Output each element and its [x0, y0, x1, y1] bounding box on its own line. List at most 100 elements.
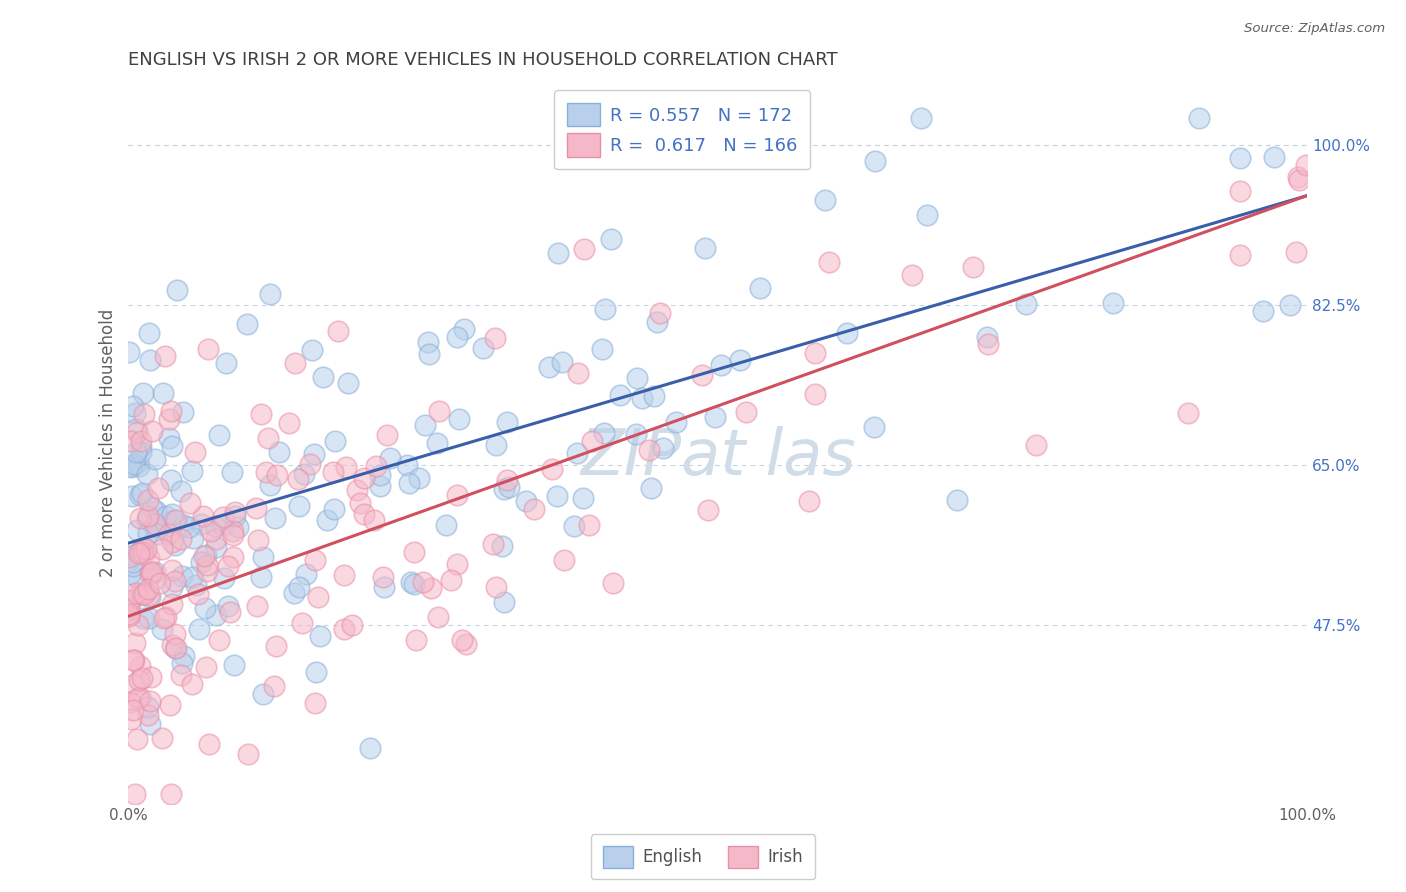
- Point: [302, 447, 325, 461]
- Point: [599, 232, 621, 246]
- Point: [197, 737, 219, 751]
- Point: [818, 255, 841, 269]
- Point: [267, 444, 290, 458]
- Point: [160, 638, 183, 652]
- Point: [179, 496, 201, 510]
- Point: [121, 399, 143, 413]
- Point: [131, 444, 153, 458]
- Legend: R = 0.557   N = 172, R =  0.617   N = 166: R = 0.557 N = 172, R = 0.617 N = 166: [554, 90, 810, 169]
- Point: [129, 544, 152, 558]
- Point: [652, 442, 675, 456]
- Point: [498, 480, 520, 494]
- Point: [370, 479, 392, 493]
- Point: [132, 546, 155, 560]
- Point: [640, 481, 662, 495]
- Point: [141, 565, 163, 579]
- Point: [181, 464, 204, 478]
- Point: [323, 501, 346, 516]
- Point: [797, 494, 820, 508]
- Point: [692, 368, 714, 383]
- Point: [1263, 149, 1285, 163]
- Text: ZIPat las: ZIPat las: [579, 425, 856, 488]
- Point: [139, 566, 162, 580]
- Point: [122, 555, 145, 569]
- Point: [915, 208, 938, 222]
- Point: [129, 434, 152, 449]
- Point: [181, 532, 204, 546]
- Point: [143, 565, 166, 579]
- Point: [150, 731, 173, 746]
- Point: [402, 577, 425, 591]
- Point: [645, 315, 668, 329]
- Point: [328, 324, 350, 338]
- Point: [496, 473, 519, 487]
- Point: [366, 458, 388, 473]
- Point: [402, 545, 425, 559]
- Point: [155, 610, 177, 624]
- Point: [160, 597, 183, 611]
- Text: ENGLISH VS IRISH 2 OR MORE VEHICLES IN HOUSEHOLD CORRELATION CHART: ENGLISH VS IRISH 2 OR MORE VEHICLES IN H…: [128, 51, 838, 69]
- Point: [120, 458, 142, 473]
- Point: [118, 567, 141, 582]
- Point: [353, 507, 375, 521]
- Point: [547, 246, 569, 260]
- Point: [138, 550, 160, 565]
- Point: [217, 558, 239, 573]
- Point: [129, 487, 152, 501]
- Point: [165, 627, 187, 641]
- Point: [132, 386, 155, 401]
- Point: [124, 406, 146, 420]
- Point: [591, 342, 613, 356]
- Point: [312, 370, 335, 384]
- Point: [141, 424, 163, 438]
- Point: [252, 687, 274, 701]
- Point: [631, 392, 654, 406]
- Point: [121, 653, 143, 667]
- Point: [565, 446, 588, 460]
- Point: [333, 622, 356, 636]
- Point: [259, 287, 281, 301]
- Point: [125, 585, 148, 599]
- Point: [551, 355, 574, 369]
- Point: [139, 717, 162, 731]
- Point: [139, 566, 162, 580]
- Point: [567, 366, 589, 380]
- Point: [125, 422, 148, 436]
- Point: [162, 580, 184, 594]
- Point: [128, 659, 150, 673]
- Point: [200, 524, 222, 539]
- Point: [236, 318, 259, 332]
- Point: [172, 404, 194, 418]
- Point: [122, 653, 145, 667]
- Point: [277, 417, 299, 431]
- Point: [434, 517, 457, 532]
- Point: [134, 407, 156, 421]
- Point: [697, 502, 720, 516]
- Point: [541, 462, 564, 476]
- Point: [118, 602, 141, 616]
- Point: [624, 427, 647, 442]
- Point: [190, 555, 212, 569]
- Point: [127, 425, 149, 439]
- Point: [363, 513, 385, 527]
- Point: [204, 540, 226, 554]
- Point: [155, 508, 177, 523]
- Point: [609, 388, 631, 402]
- Point: [127, 690, 149, 705]
- Point: [129, 690, 152, 705]
- Point: [335, 460, 357, 475]
- Point: [138, 326, 160, 340]
- Point: [748, 281, 770, 295]
- Point: [152, 386, 174, 401]
- Point: [368, 468, 391, 483]
- Point: [118, 607, 141, 621]
- Point: [346, 483, 368, 498]
- Point: [323, 434, 346, 448]
- Point: [316, 513, 339, 527]
- Point: [165, 641, 187, 656]
- Point: [208, 632, 231, 647]
- Point: [150, 541, 173, 556]
- Point: [118, 608, 141, 623]
- Point: [735, 405, 758, 419]
- Point: [139, 352, 162, 367]
